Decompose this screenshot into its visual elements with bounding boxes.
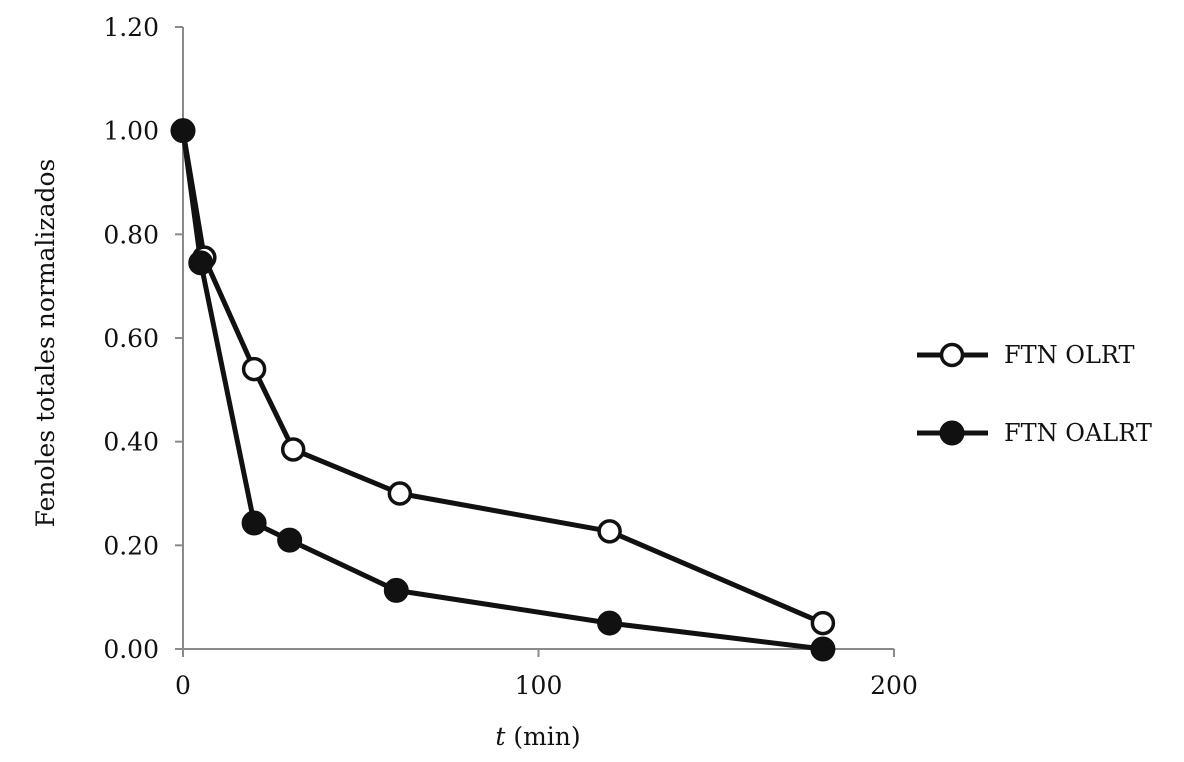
- series-line-1: [180, 128, 826, 626]
- y-tick-label: 0.00: [103, 635, 159, 664]
- x-tick-label: 0: [175, 671, 191, 700]
- y-tick-label: 0.40: [103, 428, 159, 457]
- y-tick-label: 1.20: [103, 13, 159, 42]
- filled-circle-marker: [188, 250, 214, 276]
- x-axis-label: t (min): [495, 722, 580, 751]
- axes: [182, 27, 894, 650]
- y-tick-label: 0.20: [103, 531, 159, 560]
- filled-circle-marker: [277, 527, 303, 553]
- legend-filled-circle-marker: [939, 420, 965, 446]
- y-axis-label: Fenoles totales normalizados: [31, 159, 60, 528]
- filled-circle-marker: [241, 510, 267, 536]
- series-line-2: [180, 128, 826, 652]
- y-tick-label: 0.80: [103, 220, 159, 249]
- open-circle-marker: [280, 437, 306, 462]
- legend-open-circle-marker: [939, 342, 965, 368]
- filled-circle-marker: [597, 610, 623, 636]
- legend-label: FTN OLRT: [1004, 341, 1135, 369]
- open-circle-marker: [241, 356, 267, 382]
- legend: FTN OLRT FTN OALRT: [917, 341, 1152, 447]
- y-tick-label: 1.00: [103, 117, 159, 146]
- x-tick-label: 100: [515, 671, 563, 700]
- legend-label: FTN OALRT: [1004, 419, 1152, 447]
- filled-circle-marker: [383, 577, 409, 603]
- open-circle-marker: [387, 481, 413, 506]
- x-axis-label-italic: t: [495, 722, 506, 751]
- series-layer: [170, 118, 836, 662]
- x-tick-label: 200: [870, 671, 918, 700]
- x-ticks: 0 100 200: [175, 649, 918, 700]
- y-tick-label: 0.60: [103, 324, 159, 353]
- open-circle-marker: [810, 610, 836, 636]
- filled-circle-marker: [810, 636, 836, 662]
- filled-circle-marker: [170, 118, 196, 144]
- y-ticks: 0.00 0.20 0.40 0.60 0.80 1.00 1.20: [103, 13, 183, 664]
- open-circle-marker: [597, 519, 622, 544]
- x-axis-label-unit: (min): [505, 722, 580, 751]
